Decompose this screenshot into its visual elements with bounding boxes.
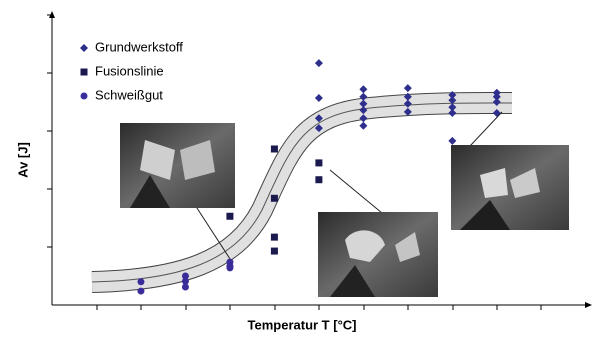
circle-marker [182,284,189,291]
square-marker [226,213,233,220]
square-marker [271,195,278,202]
photo [318,212,438,297]
legend-label: Grundwerkstoff [95,39,183,54]
y-axis-label: Av [J] [15,142,30,178]
square-marker [271,234,278,241]
photo [451,145,569,230]
circle-marker [137,288,144,295]
circle-marker [137,278,144,285]
chart: Temperatur T [°C] Av [J] Grundwerkstoff F… [0,0,599,337]
diamond-marker [359,122,367,130]
square-marker [81,69,88,76]
circle-marker [81,93,88,100]
legend-label: Schweißgut [95,87,163,102]
square-marker [271,248,278,255]
circle-marker [226,264,233,271]
diamond-marker [315,94,323,102]
square-marker [315,176,322,183]
x-axis-label: Temperatur T [°C] [248,317,357,332]
diamond-marker [448,137,456,145]
diamond-marker [315,59,323,67]
legend-label: Fusionslinie [95,63,164,78]
leader-line [330,170,382,213]
square-marker [271,145,278,152]
diamond-marker [359,85,367,93]
x-axis-arrow [585,302,592,308]
leader-line [470,112,502,146]
square-marker [315,159,322,166]
diamond-marker [404,84,412,92]
photo [120,123,235,208]
